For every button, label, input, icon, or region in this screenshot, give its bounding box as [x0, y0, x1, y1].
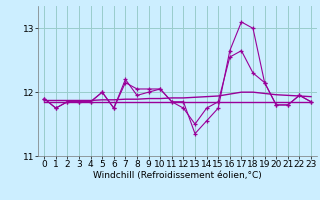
X-axis label: Windchill (Refroidissement éolien,°C): Windchill (Refroidissement éolien,°C) — [93, 171, 262, 180]
